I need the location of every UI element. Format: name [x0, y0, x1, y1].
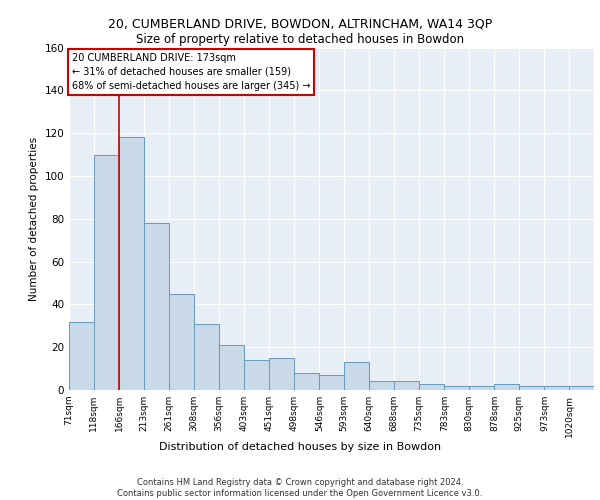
Text: 20, CUMBERLAND DRIVE, BOWDON, ALTRINCHAM, WA14 3QP: 20, CUMBERLAND DRIVE, BOWDON, ALTRINCHAM…: [108, 18, 492, 30]
Bar: [319, 375, 344, 390]
Bar: [469, 386, 494, 390]
Bar: [244, 360, 269, 390]
Text: Contains HM Land Registry data © Crown copyright and database right 2024.
Contai: Contains HM Land Registry data © Crown c…: [118, 478, 482, 498]
Bar: [445, 386, 469, 390]
Bar: [494, 384, 519, 390]
Bar: [519, 386, 544, 390]
Text: Distribution of detached houses by size in Bowdon: Distribution of detached houses by size …: [159, 442, 441, 452]
Bar: [169, 294, 194, 390]
Bar: [344, 362, 369, 390]
Bar: [419, 384, 445, 390]
Bar: [94, 154, 119, 390]
Bar: [269, 358, 294, 390]
Text: 20 CUMBERLAND DRIVE: 173sqm
← 31% of detached houses are smaller (159)
68% of se: 20 CUMBERLAND DRIVE: 173sqm ← 31% of det…: [71, 52, 310, 90]
Bar: [119, 138, 144, 390]
Y-axis label: Number of detached properties: Number of detached properties: [29, 136, 39, 301]
Bar: [544, 386, 569, 390]
Bar: [569, 386, 594, 390]
Bar: [69, 322, 94, 390]
Bar: [194, 324, 219, 390]
Bar: [369, 382, 394, 390]
Bar: [144, 223, 169, 390]
Bar: [394, 382, 419, 390]
Bar: [219, 345, 244, 390]
Text: Size of property relative to detached houses in Bowdon: Size of property relative to detached ho…: [136, 32, 464, 46]
Bar: [294, 373, 319, 390]
